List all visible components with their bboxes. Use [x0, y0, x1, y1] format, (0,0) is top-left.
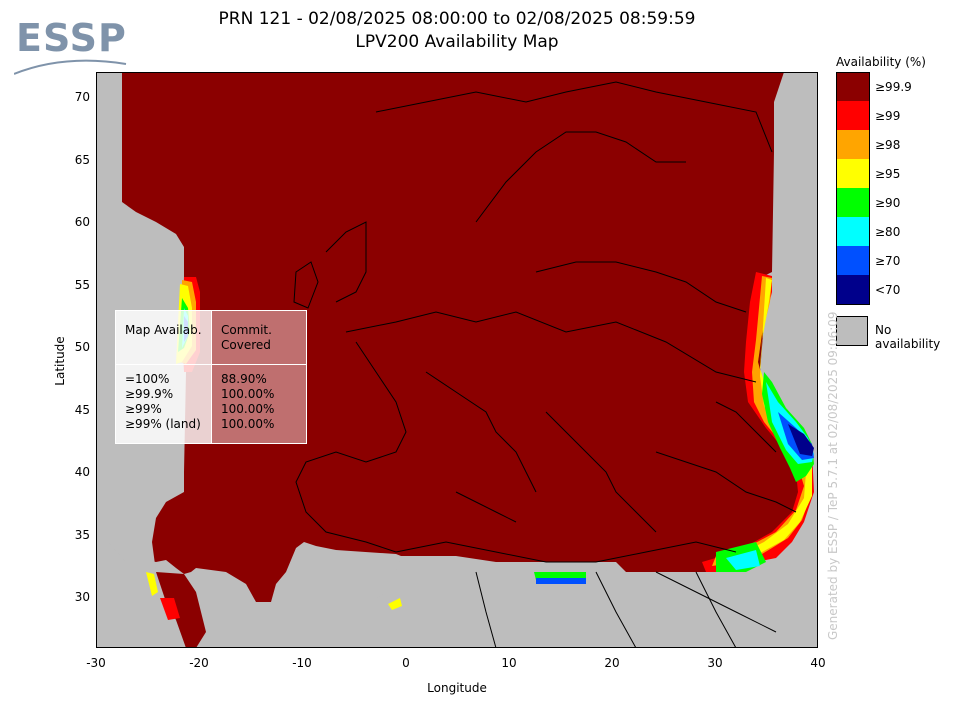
map-title: PRN 121 - 02/08/2025 08:00:00 to 02/08/2… [218, 9, 696, 29]
legend-swatch [836, 159, 870, 188]
y-tick-label: 40 [74, 465, 90, 479]
stats-thresholds: =100% ≥99.9% ≥99% ≥99% (land) [125, 372, 201, 432]
stats-covered-values: 88.90% 100.00% 100.00% 100.00% [221, 372, 274, 432]
y-tick-label: 30 [74, 590, 90, 604]
stats-col-availability: Map Availab. =100% ≥99.9% ≥99% ≥99% (lan… [116, 311, 212, 443]
stats-header-covered: Commit. Covered [221, 323, 272, 352]
legend-swatch [836, 246, 870, 275]
availability-region-99-9 [96, 72, 804, 602]
y-axis-label: Latitude [53, 336, 67, 386]
x-tick-label: 40 [810, 656, 826, 670]
legend-label: ≥70 [875, 254, 901, 268]
stats-covered: 100.00% [221, 387, 275, 401]
x-tick-label: 20 [604, 656, 620, 670]
legend-swatch [836, 188, 870, 217]
generated-by-label: Generated by ESSP / TeP 5.7.1 at 02/08/2… [826, 311, 840, 640]
legend-label: ≥80 [875, 225, 901, 239]
logo-text: ESSP [16, 16, 127, 60]
logo-swoosh [14, 59, 127, 75]
legend-label: <70 [875, 283, 901, 297]
stats-threshold: =100% [125, 372, 170, 386]
x-tick-label: -30 [86, 656, 106, 670]
map-graphic [96, 72, 818, 648]
x-tick-label: -10 [292, 656, 312, 670]
stats-header-availability: Map Availab. [125, 323, 202, 337]
legend-label: ≥95 [875, 167, 901, 181]
stats-covered: 100.00% [221, 402, 275, 416]
stats-threshold: ≥99% (land) [125, 417, 201, 431]
legend-label: ≥99.9 [875, 80, 912, 94]
legend-no-availability-label: No availability [875, 323, 941, 351]
x-tick-label: 0 [402, 656, 410, 670]
coastlines [293, 81, 797, 648]
legend-label: ≥90 [875, 196, 901, 210]
legend-swatch [836, 72, 870, 102]
legend-label: ≥98 [875, 138, 901, 152]
y-tick-label: 60 [74, 215, 90, 229]
y-tick-label: 65 [74, 153, 90, 167]
legend-swatch [836, 101, 870, 130]
y-tick-label: 50 [74, 340, 90, 354]
y-tick-label: 55 [74, 278, 90, 292]
coverage-stats-table: Map Availab. =100% ≥99.9% ≥99% ≥99% (lan… [115, 310, 307, 444]
legend-label: ≥99 [875, 109, 901, 123]
x-axis-label: Longitude [427, 681, 487, 695]
x-tick-label: 30 [707, 656, 723, 670]
y-tick-label: 45 [74, 403, 90, 417]
x-tick-label: 10 [501, 656, 517, 670]
stats-divider [211, 311, 212, 443]
essp-logo: ESSP [14, 14, 134, 82]
stats-threshold: ≥99.9% [125, 387, 174, 401]
y-tick-label: 35 [74, 528, 90, 542]
legend-swatch [836, 130, 870, 159]
x-tick-label: -20 [189, 656, 209, 670]
legend-title: Availability (%) [836, 55, 926, 69]
legend-swatch [836, 275, 870, 305]
y-tick-label: 70 [74, 90, 90, 104]
stats-covered: 88.90% [221, 372, 267, 386]
stats-col-covered: Commit. Covered 88.90% 100.00% 100.00% 1… [212, 311, 306, 443]
stats-threshold: ≥99% [125, 402, 162, 416]
legend-swatch [836, 217, 870, 246]
legend-no-availability-swatch [836, 316, 868, 346]
stats-covered: 100.00% [221, 417, 275, 431]
map-subtitle: LPV200 Availability Map [355, 32, 559, 52]
